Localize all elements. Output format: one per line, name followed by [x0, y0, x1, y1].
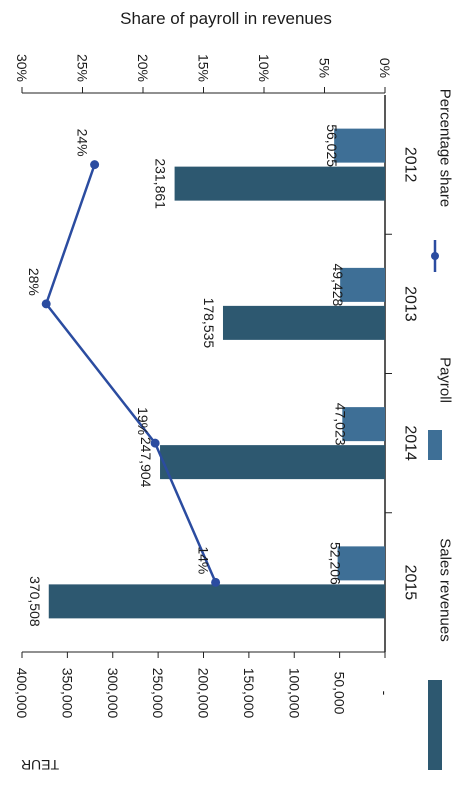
legend-swatch-sales: [428, 680, 442, 770]
sales-bar: [48, 584, 386, 619]
category-label: 2015: [402, 565, 419, 601]
primary-axis-tick-label: 100,000: [286, 668, 302, 719]
secondary-axis-tick-label: 10%: [256, 54, 272, 82]
sales-bar: [222, 305, 385, 340]
category-label: 2014: [402, 425, 419, 461]
sales-bar: [160, 445, 385, 480]
percentage-data-label: 24%: [75, 129, 91, 157]
payroll-data-label: 52,206: [328, 542, 344, 585]
percentage-share-point: [211, 577, 221, 587]
primary-axis-tick-label: -: [377, 691, 393, 696]
percentage-share-point: [41, 299, 51, 309]
payroll-bar: [337, 546, 385, 581]
secondary-axis-tick-label: 15%: [196, 54, 212, 82]
percentage-data-label: 14%: [196, 546, 212, 574]
payroll-data-label: 47,023: [332, 403, 348, 446]
payroll-bar: [334, 128, 385, 163]
sales-data-label: 370,508: [27, 576, 43, 627]
primary-axis-tick-label: 150,000: [241, 668, 257, 719]
plot-area: 0% 5% 10% 15% 20% 25% 30% - 50,000 100,000 150,000…: [14, 54, 452, 773]
secondary-axis-tick-label: 30%: [14, 54, 30, 82]
percentage-share-point: [90, 160, 100, 170]
primary-axis-tick-label: 300,000: [105, 668, 121, 719]
percentage-data-label: 28%: [26, 268, 42, 296]
percentage-data-label: 19%: [135, 407, 151, 435]
sales-bar: [174, 166, 385, 201]
sales-data-label: 247,904: [138, 437, 154, 488]
primary-axis-tick-label: 400,000: [14, 668, 30, 719]
payroll-data-label: 49,428: [330, 263, 346, 306]
payroll-bar: [340, 267, 385, 302]
legend-label-percentage: Percentage share: [437, 89, 452, 207]
primary-axis-tick-label: 50,000: [332, 672, 348, 715]
category-label: 2012: [402, 147, 419, 183]
payroll-data-label: 56,025: [324, 124, 340, 167]
primary-axis-tick-label: 250,000: [150, 668, 166, 719]
secondary-axis-tick-label: 20%: [135, 54, 151, 82]
legend-marker-percentage: [431, 252, 439, 260]
primary-axis-tick-label: 200,000: [196, 668, 212, 719]
payroll-bar: [342, 407, 385, 442]
legend-label-sales: Sales revenues: [437, 538, 452, 641]
percentage-share-point: [150, 438, 160, 448]
secondary-axis-tick-label: 5%: [317, 58, 333, 78]
primary-axis-title: TEUR: [21, 757, 59, 773]
sales-data-label: 178,535: [201, 298, 217, 349]
legend-swatch-payroll: [428, 430, 442, 460]
legend-label-payroll: Payroll: [437, 357, 452, 403]
category-label: 2013: [402, 286, 419, 322]
secondary-axis-tick-label: 0%: [377, 58, 393, 78]
primary-axis-tick-label: 350,000: [59, 668, 75, 719]
secondary-axis-tick-label: 25%: [75, 54, 91, 82]
chart-title: Share of payroll in revenues: [120, 9, 332, 28]
percentage-share-line: [44, 164, 217, 583]
sales-data-label: 231,861: [153, 158, 169, 209]
